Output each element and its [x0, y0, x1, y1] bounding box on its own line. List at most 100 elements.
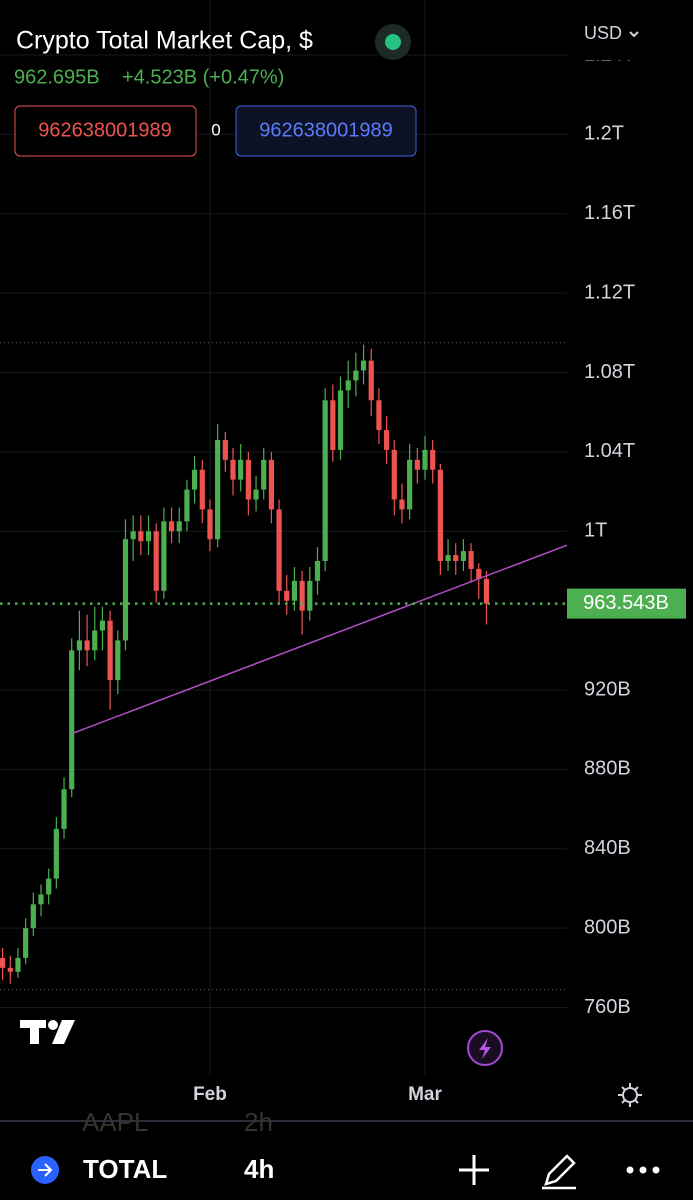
candle-body	[268, 459, 274, 510]
candle-body	[207, 509, 213, 540]
candle-body	[476, 568, 482, 579]
candle-body	[360, 360, 367, 371]
candle-body	[99, 620, 106, 631]
candle-body	[299, 580, 305, 611]
candle-body	[15, 957, 21, 972]
time-axis: Feb Mar	[193, 1084, 442, 1105]
currency[interactable]: USD	[584, 23, 622, 43]
candle-body	[130, 531, 136, 540]
candle-body	[230, 459, 236, 480]
candle-body	[153, 531, 159, 591]
interval[interactable]: 4h	[244, 1154, 274, 1184]
candle-body	[276, 509, 282, 591]
candle-body	[30, 904, 36, 929]
candle-body	[84, 640, 90, 651]
add-button[interactable]	[459, 1155, 489, 1185]
candle-body	[168, 521, 175, 532]
candle-body	[69, 650, 75, 790]
candle-body	[38, 894, 44, 905]
candle-body	[445, 555, 451, 562]
x-tick-label: Feb	[193, 1084, 227, 1105]
status-dot	[385, 34, 401, 50]
candle-body	[437, 469, 443, 562]
candle-body	[430, 449, 436, 470]
last-price-box	[567, 588, 686, 619]
sell-button[interactable]	[14, 105, 197, 157]
y-tick-label: 1.08T	[584, 361, 635, 383]
candle-body	[414, 459, 420, 470]
trendline	[71, 544, 567, 735]
candle-body	[76, 640, 82, 651]
sell-price[interactable]: 962638001989	[38, 119, 171, 141]
y-tick-label: 760B	[584, 996, 631, 1018]
candle-body	[284, 590, 290, 601]
x-tick-label: Mar	[408, 1084, 442, 1105]
candle-body	[353, 370, 359, 381]
spread: 0	[211, 120, 220, 139]
candle-body	[46, 878, 52, 895]
candle-body	[215, 439, 221, 540]
more-button[interactable]	[626, 1166, 660, 1174]
candle-body	[307, 580, 313, 611]
candle-body	[7, 967, 13, 972]
candle-body	[322, 400, 328, 562]
candle-body	[107, 620, 113, 681]
buy-button[interactable]	[235, 105, 417, 157]
y-tick-label: 920B	[584, 678, 631, 700]
title: Crypto Total Market Cap, $	[16, 27, 313, 55]
settings-icon[interactable]	[618, 1083, 642, 1107]
candle-body	[138, 531, 144, 542]
draw-button[interactable]	[542, 1154, 576, 1190]
y-tick-label: 1T	[584, 520, 607, 542]
candle-body	[161, 521, 167, 591]
candle-body	[253, 489, 259, 500]
candle-body	[422, 449, 428, 470]
candle-body	[184, 489, 190, 522]
candle-body	[261, 459, 267, 490]
y-tick-label: 840B	[584, 837, 631, 859]
candle-body	[115, 640, 121, 681]
candle-body	[384, 430, 390, 450]
bottom-bar: AAPL 2h TOTAL 4h	[0, 1107, 693, 1200]
candle-body	[199, 469, 205, 510]
currency-caret	[629, 31, 639, 38]
candle-body	[376, 400, 382, 431]
lightning-icon	[479, 1038, 491, 1059]
header-change: +4.523B (+0.47%)	[122, 66, 284, 88]
last-price-label: 963.543B	[583, 592, 669, 614]
tv-logo	[20, 1020, 75, 1044]
candle-body	[345, 380, 351, 391]
y-tick-label: 1.16T	[584, 202, 635, 224]
candle-body	[92, 630, 98, 651]
candle-body	[460, 551, 466, 562]
candle-body	[53, 828, 59, 879]
candle-body	[145, 531, 152, 542]
candle-body	[23, 928, 29, 958]
header-price: 962.695B	[14, 66, 100, 88]
candle-body	[238, 459, 244, 480]
candle-body	[391, 449, 397, 500]
y-tick-label: 1.04T	[584, 440, 635, 462]
candle-body	[61, 789, 67, 829]
candle-body	[192, 469, 198, 490]
candle-body	[368, 360, 374, 401]
ghost-symbol: AAPL	[82, 1107, 149, 1137]
y-tick-label: 1.12T	[584, 281, 635, 303]
buy-price[interactable]: 962638001989	[259, 119, 392, 141]
y-tick-label: 1.2T	[584, 123, 624, 145]
symbol[interactable]: TOTAL	[83, 1154, 167, 1184]
candle-body	[483, 578, 490, 604]
candle-body	[122, 539, 129, 641]
candle-body	[330, 400, 336, 450]
y-tick-label: 880B	[584, 758, 631, 780]
candle-body	[399, 499, 405, 510]
candle-body	[0, 957, 6, 968]
candle-body	[245, 459, 251, 500]
candle-body	[468, 551, 474, 569]
candle-body	[291, 580, 298, 601]
candle-body	[176, 521, 182, 532]
axis-header-bg	[567, 0, 693, 60]
candle-body	[222, 439, 228, 460]
